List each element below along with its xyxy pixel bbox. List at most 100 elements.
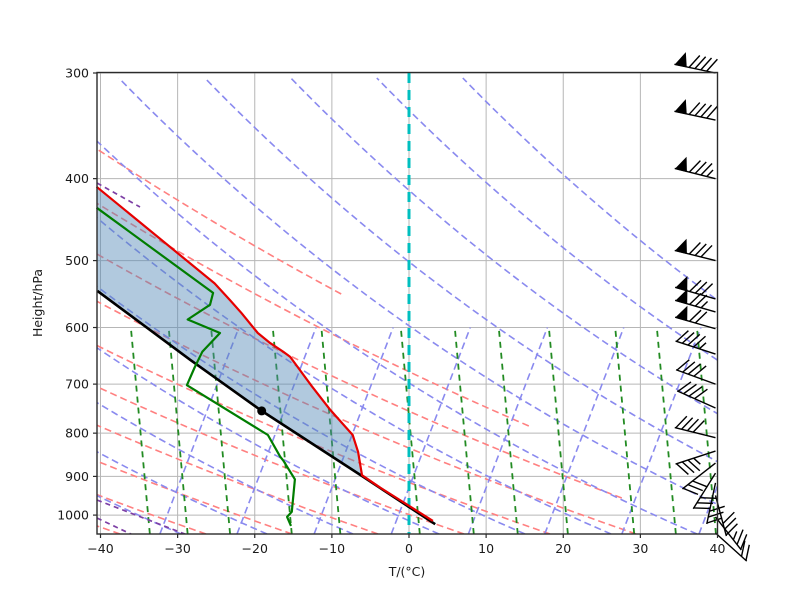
barb-full <box>736 529 744 545</box>
y-tick-label: 900 <box>65 469 89 484</box>
barb-full <box>724 517 737 530</box>
isotherm-segment <box>159 327 240 534</box>
y-tick-label: 300 <box>65 66 89 81</box>
barb-full <box>676 330 689 342</box>
adiabat-line <box>97 401 354 534</box>
barb-full <box>675 415 688 429</box>
barb-full <box>692 480 708 488</box>
mixing-ratio-line <box>210 327 231 534</box>
adiabat-line <box>376 77 718 362</box>
adiabat-line <box>97 385 465 534</box>
barb-full <box>688 102 701 115</box>
barb-full <box>706 517 723 524</box>
mixing-ratio-lines <box>129 327 717 534</box>
barb-full <box>700 283 714 296</box>
wind-barb <box>675 450 716 475</box>
isotherm-segment <box>543 327 625 534</box>
barb-full <box>700 244 713 258</box>
y-axis-label: Height/hPa <box>30 269 45 337</box>
barb-full <box>681 417 694 430</box>
barb-full <box>688 386 703 397</box>
barb-full <box>740 534 748 550</box>
cape-area <box>97 187 362 476</box>
dewpoint-line-path <box>95 206 296 527</box>
barb-full <box>692 420 705 433</box>
wind-barb <box>714 516 748 551</box>
barb-full <box>700 497 717 499</box>
isotherm-segment <box>621 327 702 534</box>
barb-half <box>698 342 707 350</box>
overlap-adiabat-segments <box>97 182 188 534</box>
barb-full <box>706 58 718 72</box>
barb-full <box>694 103 707 117</box>
overlap-segment <box>97 517 133 534</box>
adiabat-line <box>97 202 530 427</box>
barb-full <box>722 511 735 524</box>
barb-full <box>700 57 713 71</box>
level-marker <box>257 406 267 416</box>
x-tick-label: 10 <box>478 541 494 556</box>
level-marker-dot <box>257 406 267 416</box>
barb-full <box>745 544 750 561</box>
barb-full <box>689 309 702 322</box>
isotherm-segment <box>390 327 472 534</box>
wind-barb <box>674 238 716 262</box>
x-tick-label: −30 <box>164 541 190 556</box>
barb-full <box>681 461 695 474</box>
barb-full <box>688 160 701 173</box>
cape-shading <box>97 187 362 476</box>
adiabat-line <box>97 344 551 534</box>
wind-barb <box>674 99 718 121</box>
barb-full <box>689 292 702 305</box>
barb-full <box>694 388 708 400</box>
x-tick-label: 30 <box>632 541 648 556</box>
x-tick-label: −20 <box>242 541 268 556</box>
barb-full <box>687 363 701 375</box>
barb-full <box>677 381 692 392</box>
plot-frame <box>96 71 719 535</box>
barb-full <box>676 463 689 475</box>
y-tick-label: 600 <box>65 320 89 335</box>
barb-full <box>681 332 695 344</box>
mixing-ratio-line <box>129 327 151 534</box>
adiabat-line <box>97 346 440 534</box>
adiabat-line <box>97 285 526 534</box>
barb-full <box>693 365 707 377</box>
barb-pennant <box>674 238 687 254</box>
wind-barb <box>681 462 716 495</box>
barb-full <box>687 484 704 492</box>
x-tick-label: 40 <box>710 541 726 556</box>
moist-adiabats <box>97 77 718 534</box>
adiabat-line <box>290 77 718 415</box>
wind-barb <box>674 415 716 439</box>
adiabat-line <box>97 216 612 534</box>
y-tick-label: 400 <box>65 171 89 186</box>
barb-half <box>700 301 709 309</box>
adiabat-line <box>97 494 182 534</box>
wind-barb <box>676 381 716 409</box>
barb-full <box>687 333 701 346</box>
barb-full <box>694 311 708 324</box>
barb-full <box>740 540 746 557</box>
overlap-segment <box>97 499 188 534</box>
barb-full <box>693 335 706 348</box>
barb-pennant <box>674 52 687 68</box>
barb-full <box>688 242 701 255</box>
adiabat-line <box>97 525 121 534</box>
x-axis-label: T/(°C) <box>388 564 426 579</box>
y-tick-label: 1000 <box>57 508 89 523</box>
x-tick-label: −40 <box>87 541 113 556</box>
adiabat-line <box>97 140 698 534</box>
barb-staff <box>715 532 748 562</box>
adiabat-line <box>97 493 207 534</box>
wind-barb <box>674 289 716 313</box>
axis-ticks-and-labels: −40 −30 −20 −10 0 10 20 30 40 300 400 500 600 700 800 9… <box>57 66 725 557</box>
wind-barb <box>674 52 718 74</box>
wind-barb <box>692 472 717 510</box>
barb-full <box>693 507 710 510</box>
temperature-curve <box>95 185 434 522</box>
barb-full <box>694 294 708 307</box>
mixing-ratio-line <box>271 327 293 534</box>
plot-border <box>96 71 719 535</box>
